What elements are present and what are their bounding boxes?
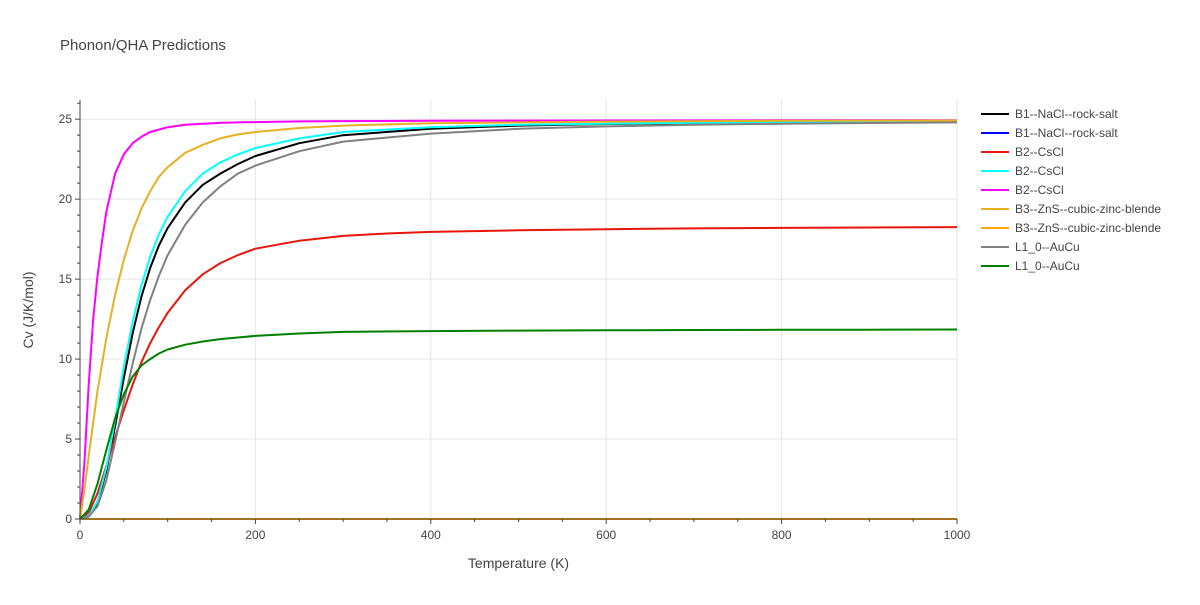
legend-item[interactable]: B1--NaCl--rock-salt (981, 107, 1118, 121)
x-tick-label: 600 (596, 528, 616, 542)
legend-item[interactable]: B2--CsCl (981, 145, 1064, 159)
series-line-4 (79, 120, 958, 520)
legend-item[interactable]: L1_0--AuCu (981, 259, 1080, 273)
series-line-1 (79, 120, 958, 520)
chart-title: Phonon/QHA Predictions (60, 37, 226, 54)
legend: B1--NaCl--rock-salt B1--NaCl--rock-salt B2… (981, 107, 1161, 273)
x-tick-label: 800 (772, 528, 792, 542)
legend-label: B3--ZnS--cubic-zinc-blende (1015, 221, 1161, 235)
x-tick-label: 200 (245, 528, 265, 542)
legend-label: B2--CsCl (1015, 164, 1064, 178)
grid (80, 100, 958, 519)
y-tick-label: 0 (65, 512, 72, 526)
series-line-5 (79, 119, 958, 520)
series-line-8 (79, 121, 958, 520)
legend-label: B2--CsCl (1015, 145, 1064, 159)
series-line-9 (79, 328, 958, 520)
legend-item[interactable]: L1_0--AuCu (981, 240, 1080, 254)
legend-label: B1--NaCl--rock-salt (1015, 126, 1118, 140)
series-line-3 (79, 226, 958, 520)
y-tick-label: 5 (65, 432, 72, 446)
legend-item[interactable]: B1--NaCl--rock-salt (981, 126, 1118, 140)
legend-item[interactable]: B3--ZnS--cubic-zinc-blende (981, 221, 1161, 235)
x-tick-label: 0 (77, 528, 84, 542)
x-tick-label: 400 (421, 528, 441, 542)
y-tick-label: 15 (59, 272, 73, 286)
series-line-6 (79, 119, 958, 520)
legend-label: L1_0--AuCu (1015, 259, 1080, 273)
legend-item[interactable]: B2--CsCl (981, 164, 1064, 178)
axes: 0 200 400 600 800 1000 0 5 10 15 20 25 (59, 100, 971, 542)
legend-label: B1--NaCl--rock-salt (1015, 107, 1118, 121)
legend-label: B3--ZnS--cubic-zinc-blende (1015, 202, 1161, 216)
y-tick-label: 25 (59, 112, 73, 126)
y-axis-title: Cv (J/K/mol) (20, 272, 36, 349)
y-tick-label: 10 (59, 352, 73, 366)
legend-label: B2--CsCl (1015, 183, 1064, 197)
plot-lines (79, 119, 958, 520)
x-axis-title: Temperature (K) (468, 555, 569, 571)
y-tick-label: 20 (59, 192, 73, 206)
legend-item[interactable]: B2--CsCl (981, 183, 1064, 197)
legend-item[interactable]: B3--ZnS--cubic-zinc-blende (981, 202, 1161, 216)
x-tick-label: 1000 (944, 528, 971, 542)
legend-label: L1_0--AuCu (1015, 240, 1080, 254)
